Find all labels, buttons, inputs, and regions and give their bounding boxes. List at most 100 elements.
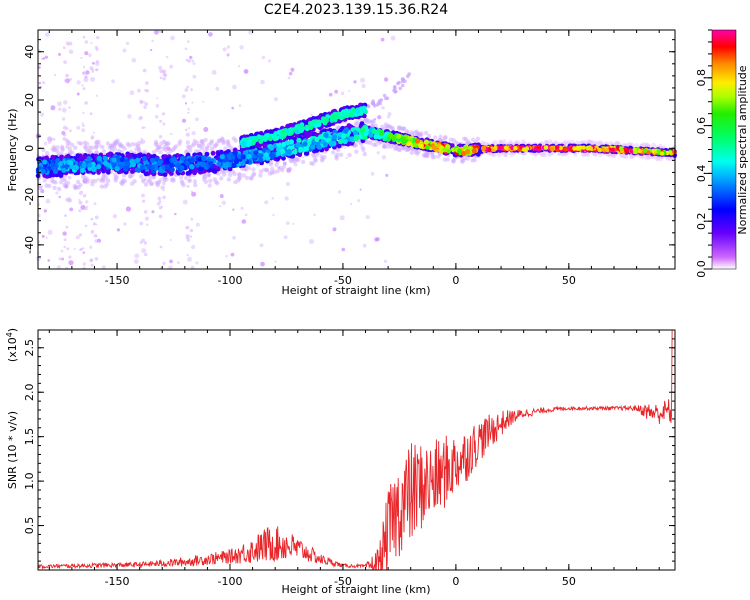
trace-core-dot xyxy=(231,162,237,169)
trace-core-dot xyxy=(189,157,195,163)
noise-dot xyxy=(227,52,230,56)
noise-dot xyxy=(76,80,81,85)
trace-core-dot xyxy=(141,155,148,162)
trace-core-dot xyxy=(423,139,429,145)
noise-dot xyxy=(230,252,235,257)
noise-dot xyxy=(82,247,85,250)
noise-dot xyxy=(94,257,99,261)
trace-halo-dot xyxy=(52,185,57,190)
noise-dot xyxy=(82,111,85,115)
noise-dot xyxy=(82,87,86,91)
noise-dot xyxy=(80,190,83,193)
noise-dot xyxy=(69,129,72,133)
noise-dot xyxy=(162,77,166,81)
noise-dot xyxy=(76,125,81,130)
trace-halo-dot xyxy=(300,159,306,165)
trace-halo-dot xyxy=(193,182,198,188)
trace-core-dot xyxy=(401,136,407,142)
trace-halo-dot xyxy=(281,164,287,170)
trace-core-dot xyxy=(103,160,109,166)
noise-dot xyxy=(187,108,190,111)
trace-halo-dot xyxy=(101,177,106,182)
trace-halo-dot xyxy=(100,144,105,150)
trace-core-dot xyxy=(87,162,93,168)
trace-halo-dot xyxy=(206,173,211,178)
trace-halo-dot xyxy=(451,159,456,164)
noise-dot xyxy=(78,200,83,205)
noise-dot xyxy=(208,32,213,37)
noise-dot xyxy=(192,74,197,79)
trace-halo-dot xyxy=(362,118,368,123)
noise-dot xyxy=(81,128,86,133)
noise-dot xyxy=(292,222,295,225)
noise-dot xyxy=(92,61,95,65)
noise-dot xyxy=(63,60,67,64)
trace-edge-dot xyxy=(59,154,64,160)
noise-dot xyxy=(154,114,159,119)
trace-halo-dot xyxy=(112,142,118,147)
noise-dot xyxy=(310,113,313,117)
noise-dot xyxy=(165,55,169,59)
trace-core-dot xyxy=(55,157,61,164)
noise-dot xyxy=(185,226,188,229)
trace-core-dot xyxy=(619,146,624,151)
noise-dot xyxy=(186,238,191,242)
trace-core-dot xyxy=(338,138,344,145)
faint-track-dot xyxy=(379,98,384,102)
trace-halo-dot xyxy=(460,159,465,164)
trace-halo-dot xyxy=(87,145,92,150)
noise-dot xyxy=(69,78,72,81)
trace-halo-dot xyxy=(451,138,456,143)
trace-core-dot xyxy=(164,164,170,170)
faint-track-dot xyxy=(407,72,412,76)
trace-edge-dot xyxy=(143,171,149,177)
trace-halo-dot xyxy=(226,143,231,148)
noise-dot xyxy=(84,40,89,44)
noise-dot xyxy=(68,41,73,46)
trace-halo-dot xyxy=(60,148,65,153)
trace-halo-dot xyxy=(258,173,263,178)
trace-core-dot xyxy=(201,161,207,167)
noise-dot xyxy=(285,221,290,226)
trace-core-dot xyxy=(40,168,47,174)
noise-dot xyxy=(353,80,357,84)
branch-core-dot xyxy=(268,136,273,142)
noise-dot xyxy=(274,260,277,263)
noise-dot xyxy=(144,88,148,92)
noise-dot xyxy=(82,65,86,69)
trace-core-dot xyxy=(296,137,302,143)
noise-dot xyxy=(381,106,385,110)
trace-halo-dot xyxy=(204,145,210,150)
trace-halo-dot xyxy=(119,180,124,185)
trace-core-dot xyxy=(81,162,87,168)
trace-halo-dot xyxy=(81,174,86,179)
trace-core-dot xyxy=(240,160,246,166)
x-tick-label: -50 xyxy=(334,274,352,287)
trace-halo-dot xyxy=(90,182,95,187)
spectrogram-y-label: Frequency (Hz) xyxy=(6,109,19,192)
noise-dot xyxy=(84,51,89,56)
noise-dot xyxy=(76,92,80,96)
noise-dot xyxy=(191,59,194,63)
trace-core-dot xyxy=(111,157,117,163)
noise-dot xyxy=(139,240,143,244)
trace-core-dot xyxy=(575,145,581,151)
trace-edge-dot xyxy=(204,151,210,157)
trace-halo-dot xyxy=(113,172,118,178)
trace-core-dot xyxy=(316,144,322,150)
noise-dot xyxy=(90,137,94,140)
noise-dot xyxy=(82,262,86,266)
trace-core-dot xyxy=(227,161,233,168)
trace-halo-dot xyxy=(598,152,603,158)
noise-dot xyxy=(64,214,67,218)
trace-halo-dot xyxy=(217,138,223,143)
trace-core-dot xyxy=(61,167,67,173)
noise-dot xyxy=(125,206,131,212)
noise-dot xyxy=(272,213,275,217)
trace-core-dot xyxy=(223,156,229,162)
trace-halo-dot xyxy=(268,160,274,165)
branch-edge-dot xyxy=(304,120,310,126)
branch-core-dot xyxy=(316,122,322,127)
trace-halo-dot xyxy=(219,176,224,181)
noise-dot xyxy=(155,104,160,108)
